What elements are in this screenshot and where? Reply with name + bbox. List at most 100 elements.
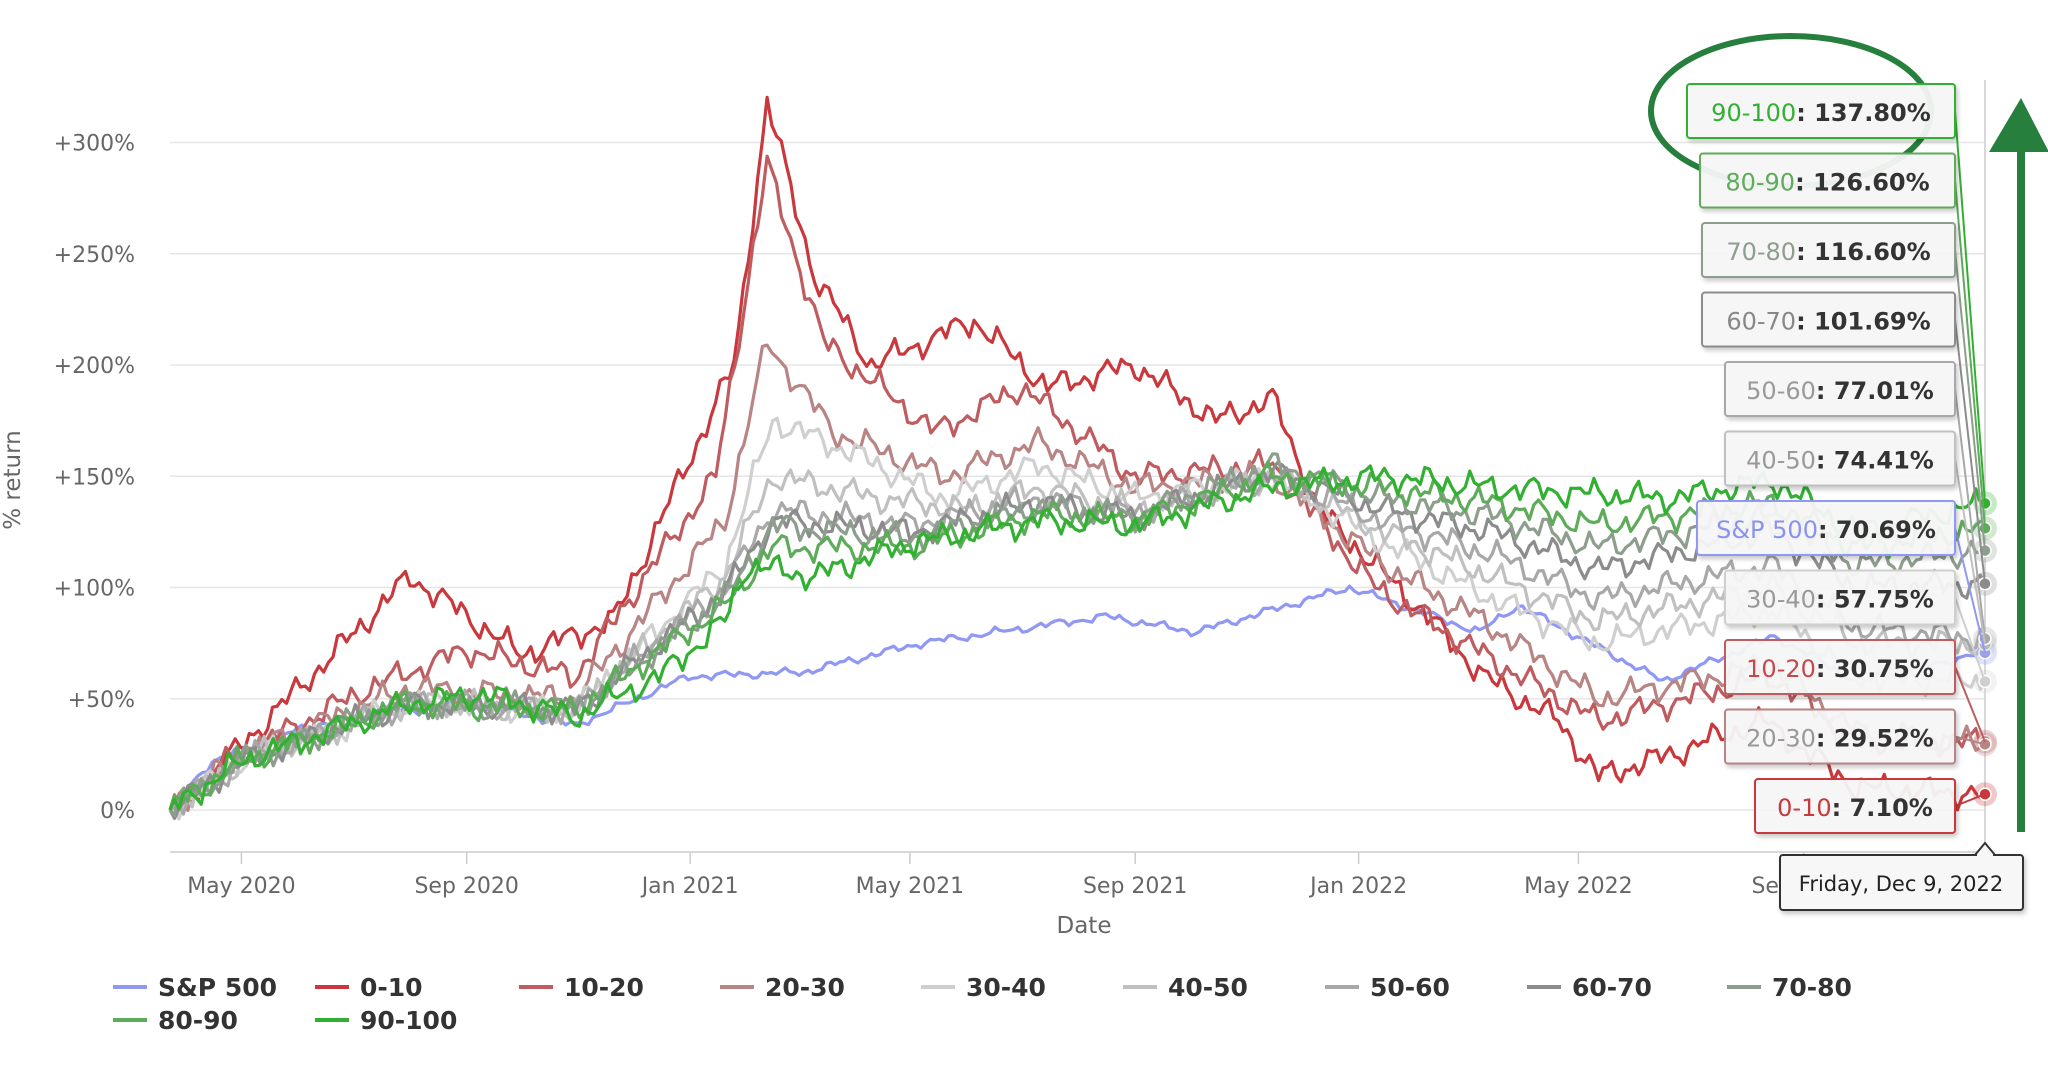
tooltip-series-name: 80-90 [1725,169,1795,197]
tooltip-connector [1954,249,1986,551]
x-tick-label: Sep 2021 [1083,874,1187,899]
legend-label: 10-20 [564,973,644,1002]
tooltip-10-20: 10-20: 30.75% [1724,639,1986,742]
tooltip-label: 60-70: 101.69% [1726,308,1930,336]
date-tooltip-text: Friday, Dec 9, 2022 [1799,872,2003,896]
tooltip-value: 101.69% [1814,308,1931,336]
tooltip-label: 20-30: 29.52% [1746,725,1934,753]
tooltips: 90-100: 137.80% 80-90: 126.60% 70-80: 116.… [1686,83,2024,911]
tooltip-label: 70-80: 116.60% [1726,238,1930,266]
legend[interactable]: S&P 500 0-10 10-20 20-30 30-40 40-50 50-60 60-7… [113,973,1852,1035]
tooltip-label: S&P 500: 70.69% [1716,516,1936,544]
x-tick-label: May 2020 [187,874,295,899]
tooltip-colon: : [1796,99,1814,127]
legend-item-10-20[interactable]: 10-20 [519,973,644,1002]
tooltip-value: 126.60% [1813,169,1930,197]
legend-item-80-90[interactable]: 80-90 [113,1006,238,1035]
x-tick-label: Jan 2022 [1308,874,1407,899]
tooltip-20-30: 20-30: 29.52% [1724,708,1986,765]
legend-item-50-60[interactable]: 50-60 [1325,973,1450,1002]
series-line-80-90[interactable] [168,460,1987,811]
date-tooltip-pointer [1972,841,1998,856]
x-tick-label: Sep 2020 [414,874,518,899]
legend-item-60-70[interactable]: 60-70 [1527,973,1652,1002]
tooltip-colon: : [1832,794,1850,822]
tooltip-connector [1954,388,1986,639]
tooltip-value: 29.52% [1834,725,1934,753]
grid-lines [170,141,1985,811]
x-tick-label: May 2021 [856,874,964,899]
tooltip-40-50: 40-50: 74.41% [1724,430,1986,645]
tooltip-60-70: 60-70: 101.69% [1701,291,1986,584]
tooltip-value: 137.80% [1814,99,1931,127]
tooltip-value: 116.60% [1814,238,1931,266]
date-tooltip-box [1779,854,2024,911]
legend-item-30-40[interactable]: 30-40 [921,973,1046,1002]
tooltip-connector [1954,735,1986,746]
tooltip-value: 77.01% [1834,377,1934,405]
legend-label: 0-10 [360,973,423,1002]
tooltip-series-name: 0-10 [1777,794,1831,822]
y-tick-label: +150% [54,465,135,490]
legend-item-20-30[interactable]: 20-30 [720,973,845,1002]
tooltip-connector [1954,597,1986,682]
tooltip-connector [1954,666,1986,742]
legend-item-70-80[interactable]: 70-80 [1727,973,1852,1002]
up-arrow-head [1989,98,2048,152]
legend-label: 60-70 [1572,973,1652,1002]
legend-label: S&P 500 [158,973,277,1002]
tooltip-80-90: 80-90: 126.60% [1699,152,1986,529]
tooltip-box [1701,291,1956,348]
tooltip-value: 70.69% [1836,516,1936,544]
series-lines[interactable] [168,95,1987,821]
series-line-20-30[interactable] [168,343,1986,812]
y-axis-title: % return [0,430,26,530]
legend-item-0-10[interactable]: 0-10 [315,973,423,1002]
tooltip-label: 0-10: 7.10% [1777,794,1933,822]
tooltip-value: 7.10% [1850,794,1933,822]
date-tooltip: Friday, Dec 9, 2022 [1779,841,2024,911]
tooltip-series-name: 70-80 [1726,238,1796,266]
series-line-0-10[interactable] [169,95,1986,812]
tooltip-30-40: 30-40: 57.75% [1724,569,1986,682]
tooltip-label: 90-100: 137.80% [1711,99,1931,127]
tooltip-box [1724,639,1956,695]
tooltip-series-name: 40-50 [1746,447,1816,475]
x-axis-title: Date [1057,913,1112,939]
tooltip-label: 50-60: 77.01% [1746,377,1934,405]
y-tick-label: +100% [54,577,135,602]
tooltip-series-name: 60-70 [1726,308,1796,336]
x-tick-label: Jan 2021 [640,874,739,899]
tooltip-colon: : [1816,447,1834,475]
legend-label: 70-80 [1772,973,1852,1002]
tooltip-label: 10-20: 30.75% [1746,655,1934,683]
tooltip-box [1724,708,1956,765]
legend-item-40-50[interactable]: 40-50 [1123,973,1248,1002]
series-line-10-20[interactable] [169,154,1986,812]
tooltip-series-name: 10-20 [1746,655,1816,683]
series-line-90-100[interactable] [168,464,1986,811]
tooltip-value: 30.75% [1834,655,1934,683]
legend-label: 90-100 [360,1006,457,1035]
tooltip-connector [1954,319,1986,584]
legend-label: 50-60 [1370,973,1450,1002]
tooltip-0-10: 0-10: 7.10% [1754,778,1986,834]
series-line-30-40[interactable] [168,416,1987,821]
tooltip-connector [1954,110,1986,504]
tooltip-box [1701,222,1956,278]
legend-label: 30-40 [966,973,1046,1002]
y-tick-label: 0% [100,799,135,824]
tooltip-series-name: S&P 500 [1716,516,1818,544]
y-tick-label: +300% [54,132,135,157]
legend-item-sandp-500[interactable]: S&P 500 [113,973,277,1002]
tooltip-colon: : [1796,308,1814,336]
y-tick-label: +50% [68,688,135,713]
legend-item-90-100[interactable]: 90-100 [315,1006,457,1035]
tooltip-box [1724,569,1956,626]
legend-label: 80-90 [158,1006,238,1035]
tooltip-series-name: 30-40 [1746,586,1816,614]
tooltip-colon: : [1796,238,1814,266]
tooltip-colon: : [1816,725,1834,753]
tooltip-box [1754,778,1956,834]
